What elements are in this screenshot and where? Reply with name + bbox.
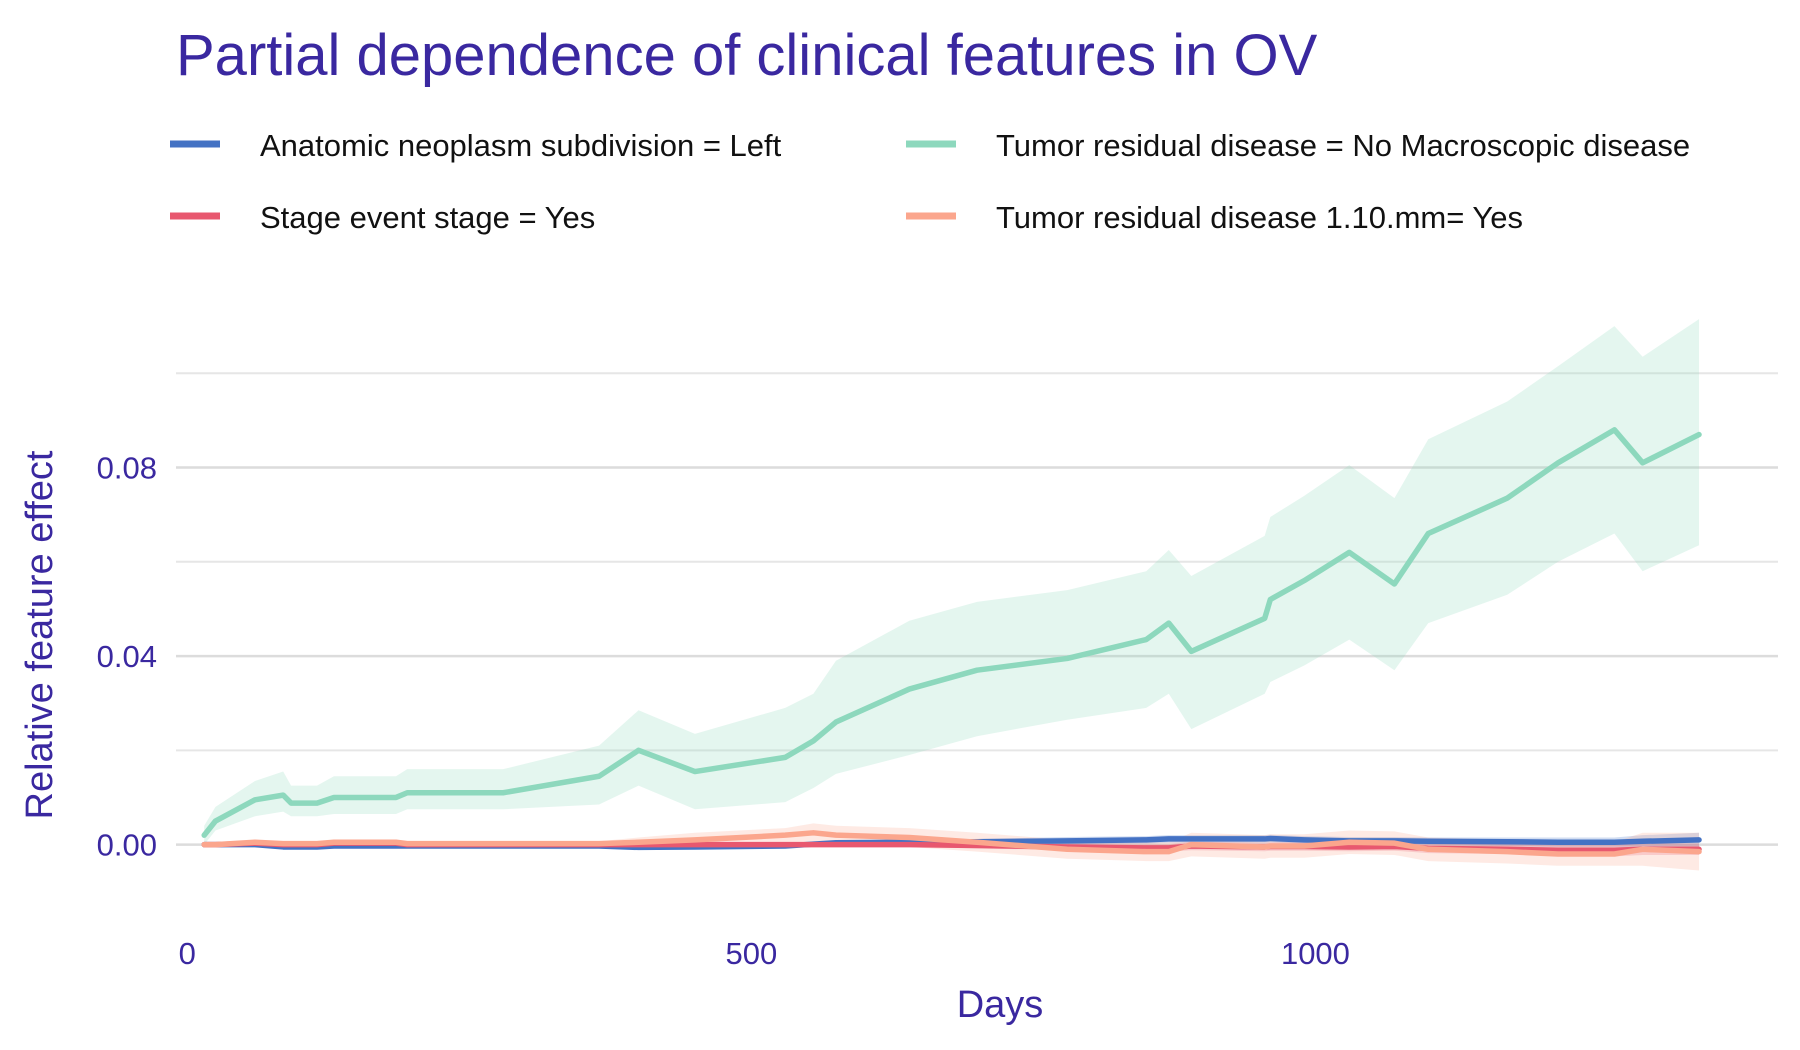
legend: Anatomic neoplasm subdivision = Left Stag…: [170, 128, 1690, 235]
legend-label: Anatomic neoplasm subdivision = Left: [260, 128, 782, 163]
y-tick-label: 0.04: [97, 639, 157, 674]
y-tick-label: 0.00: [97, 828, 157, 863]
line-tumor-residual-disease-1-10-mm-yes: [201, 830, 1702, 857]
x-tick-label: 1000: [1281, 936, 1350, 971]
y-axis-title: Relative feature effect: [19, 450, 61, 819]
band-tumor-residual-disease-no-macroscopic-disease: [204, 319, 1700, 845]
x-tick-label: 500: [725, 936, 777, 971]
confidence-bands: [204, 319, 1700, 871]
x-axis-title: Days: [957, 984, 1044, 1026]
y-axis-ticks: 0.00 0.04 0.08: [97, 451, 157, 863]
grid-lines: [176, 372, 1778, 846]
legend-item: Stage event stage = Yes: [170, 200, 595, 235]
legend-label: Tumor residual disease = No Macroscopic …: [996, 128, 1690, 163]
legend-label: Stage event stage = Yes: [260, 200, 595, 235]
chart-title: Partial dependence of clinical features …: [176, 23, 1318, 88]
legend-item: Tumor residual disease = No Macroscopic …: [906, 128, 1690, 163]
x-axis-ticks: 0 500 1000: [179, 936, 1350, 971]
legend-label: Tumor residual disease 1.10.mm= Yes: [996, 200, 1523, 235]
legend-item: Tumor residual disease 1.10.mm= Yes: [906, 200, 1523, 235]
line-tumor-residual-disease-no-macroscopic-disease: [201, 427, 1702, 838]
legend-item: Anatomic neoplasm subdivision = Left: [170, 128, 782, 163]
y-tick-label: 0.08: [97, 451, 157, 486]
x-tick-label: 0: [179, 936, 196, 971]
series-lines: [201, 427, 1702, 857]
